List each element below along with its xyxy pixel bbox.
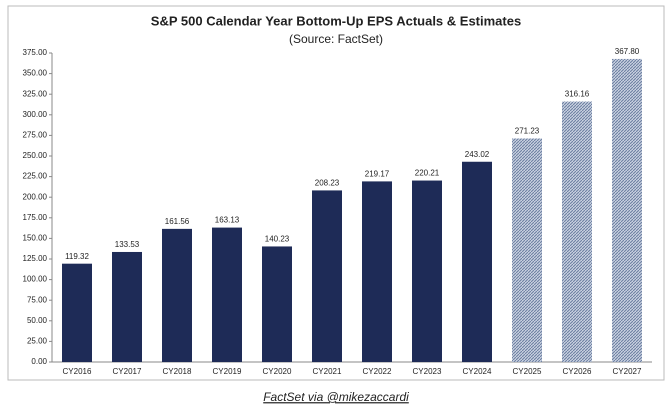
data-label: 271.23	[515, 127, 540, 136]
data-label: 133.53	[115, 240, 140, 249]
y-tick-label: 250.00	[23, 151, 48, 160]
bar	[612, 58, 642, 362]
x-tick-label: CY2018	[163, 367, 192, 376]
x-tick-label: CY2022	[363, 367, 392, 376]
data-label: 163.13	[215, 216, 240, 225]
chart-subtitle: (Source: FactSet)	[289, 32, 383, 46]
y-tick-label: 100.00	[23, 275, 48, 284]
bar	[162, 228, 192, 362]
bar	[462, 161, 492, 362]
x-tick-label: CY2023	[413, 367, 442, 376]
bar	[212, 227, 242, 362]
x-tick-label: CY2026	[563, 367, 592, 376]
data-label: 220.21	[415, 169, 440, 178]
y-tick-label: 50.00	[27, 316, 48, 325]
data-label: 208.23	[315, 179, 340, 188]
y-tick-label: 300.00	[23, 110, 48, 119]
y-tick-label: 200.00	[23, 192, 48, 201]
bar	[412, 180, 442, 362]
bar	[262, 246, 292, 362]
bar	[312, 190, 342, 362]
y-tick-label: 175.00	[23, 213, 48, 222]
y-tick-label: 275.00	[23, 131, 48, 140]
data-label: 119.32	[65, 252, 89, 261]
chart-title: S&P 500 Calendar Year Bottom-Up EPS Actu…	[151, 13, 521, 28]
bar	[362, 181, 392, 362]
data-label: 219.17	[365, 170, 390, 179]
y-tick-label: 325.00	[23, 89, 48, 98]
x-tick-label: CY2020	[263, 367, 292, 376]
y-tick-label: 150.00	[23, 234, 48, 243]
data-label: 243.02	[465, 150, 490, 159]
bar	[562, 101, 592, 362]
data-label: 367.80	[615, 47, 640, 56]
y-tick-label: 350.00	[23, 69, 48, 78]
caption: FactSet via @mikezaccardi	[263, 390, 409, 404]
x-tick-label: CY2027	[613, 367, 642, 376]
bar	[62, 263, 92, 362]
x-tick-label: CY2024	[463, 367, 492, 376]
y-tick-label: 375.00	[23, 48, 48, 57]
bar	[112, 251, 142, 362]
data-label: 140.23	[265, 235, 290, 244]
data-label: 161.56	[165, 217, 190, 226]
y-tick-label: 0.00	[31, 357, 47, 366]
x-tick-label: CY2019	[213, 367, 242, 376]
bar	[512, 138, 542, 362]
data-label: 316.16	[565, 90, 590, 99]
x-tick-label: CY2017	[113, 367, 142, 376]
y-tick-label: 225.00	[23, 172, 48, 181]
y-tick-label: 75.00	[27, 295, 48, 304]
x-tick-label: CY2021	[313, 367, 342, 376]
x-tick-label: CY2025	[513, 367, 542, 376]
x-tick-label: CY2016	[63, 367, 92, 376]
y-tick-label: 125.00	[23, 254, 48, 263]
y-tick-label: 25.00	[27, 337, 48, 346]
